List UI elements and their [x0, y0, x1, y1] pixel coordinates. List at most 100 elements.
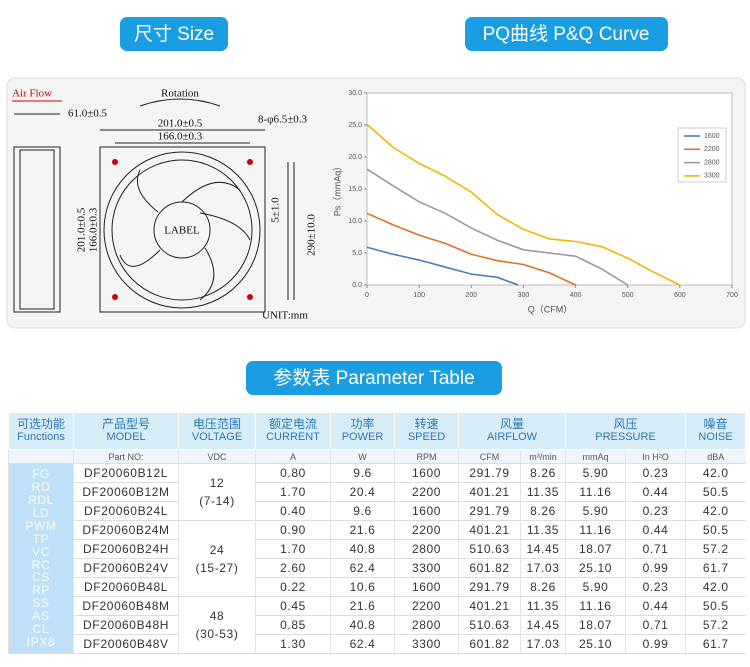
- upper: 尺寸 Size PQ曲线 P&Q Curve 参数表 Parameter Tab…: [6, 17, 746, 395]
- header-cn: 噪音: [703, 417, 728, 431]
- value-cell: 5.90: [565, 501, 626, 521]
- function: RD: [31, 480, 51, 495]
- size-heading: 尺寸 Size: [134, 23, 214, 45]
- outer-height: 201.0±0.5: [76, 207, 88, 252]
- header-en: SPEED: [407, 431, 446, 443]
- value-cell: 1.70: [255, 539, 331, 559]
- drawing: Air Flow Rotation 61.0±0.5 201.0±0.5 166…: [12, 88, 318, 322]
- header-cn: 风量: [499, 417, 524, 431]
- parameter-table: 可选功能 Functions 产品型号 MODEL 电压范围 VOLTAGE 额定电流 CUR…: [8, 412, 746, 654]
- value-cell: 0.22: [255, 577, 331, 597]
- rotation: Rotation: [161, 88, 199, 100]
- voltage-range: (15-27): [195, 560, 239, 575]
- value-cell: 14.45: [520, 615, 566, 635]
- front-ring: [111, 159, 253, 301]
- value-cell: 1600: [394, 463, 459, 483]
- voltage-cell: 12 (7-14): [178, 463, 256, 521]
- blades: [119, 169, 251, 301]
- function: IPX8: [26, 634, 56, 649]
- value-cell: 11.35: [520, 520, 566, 540]
- hole-height: 166.0±0.3: [88, 207, 100, 252]
- value-cell: 50.5: [685, 482, 746, 502]
- value-cell: 291.79: [458, 463, 521, 483]
- header-cn: 风压: [613, 417, 638, 431]
- value-cell: 18.07: [565, 615, 626, 635]
- value-cell: 0.44: [625, 482, 686, 502]
- value-cell: 11.35: [520, 482, 566, 502]
- value-cell: 601.82: [458, 558, 521, 578]
- value-cell: 5.90: [565, 463, 626, 483]
- data-row: DF20060B24M 24 (15-27) 0.90 21.6 2200 401.21 11…: [9, 520, 746, 597]
- side-view: [13, 146, 61, 313]
- subheader-cell: A: [255, 449, 331, 464]
- voltage: 48: [209, 609, 225, 623]
- header-en: PRESSURE: [595, 431, 656, 443]
- value-cell: 0.71: [625, 615, 686, 635]
- series-line: [366, 123, 681, 286]
- value-cell: 291.79: [458, 577, 521, 597]
- front-ring: [103, 151, 261, 309]
- header-cell: 转速 SPEED: [394, 412, 459, 450]
- value-cell: 510.63: [458, 539, 521, 559]
- value-cell: 510.63: [458, 615, 521, 635]
- value-cell: 0.23: [625, 463, 686, 483]
- y-axis-label: Ps（mmAq）: [332, 162, 342, 217]
- x-tick-label: 300: [518, 292, 530, 299]
- series-line: [366, 246, 519, 286]
- voltage-range: (7-14): [199, 494, 235, 508]
- value-cell: 401.21: [458, 482, 521, 502]
- hole: [112, 159, 118, 165]
- functions-cell: FG RD RDL LD PWM TP VC RC CS RP SS AS CL IPX8: [8, 463, 74, 654]
- value-cell: 0.85: [255, 615, 331, 635]
- voltage: 12: [209, 476, 225, 490]
- data-row: DF20060B48L 0.22 10.6 1600 291.79 8.26 5.90 0.2…: [9, 577, 746, 597]
- header-cn: 可选功能: [16, 417, 65, 431]
- voltage-cell: 48 (30-53): [178, 596, 256, 654]
- value-cell: 50.5: [685, 520, 746, 540]
- value-cell: 11.35: [520, 596, 566, 616]
- y-tick-label: 25.0: [348, 122, 362, 129]
- hole: [112, 294, 118, 300]
- value-cell: 0.45: [255, 596, 331, 616]
- side-view: [19, 149, 55, 310]
- value-cell: 57.2: [685, 539, 746, 559]
- header-en: VOLTAGE: [191, 431, 243, 443]
- value-cell: 2200: [394, 482, 459, 502]
- x-tick-label: 600: [674, 292, 686, 299]
- value-cell: 8.26: [520, 501, 566, 521]
- header-cn: 转速: [414, 417, 439, 431]
- model: DF20060B24M: [73, 520, 179, 540]
- header-cell: 噪音 NOISE: [685, 412, 746, 450]
- value-cell: 10.6: [330, 577, 395, 597]
- header-en: MODEL: [106, 431, 146, 443]
- function: VC: [32, 544, 50, 559]
- value-cell: 21.6: [330, 596, 395, 616]
- value-cell: 5.90: [565, 577, 626, 597]
- y-tick-label: 15.0: [348, 186, 362, 193]
- function: SS: [32, 596, 50, 611]
- value-cell: 21.6: [330, 520, 395, 540]
- value-cell: 401.21: [458, 520, 521, 540]
- value-cell: 2200: [394, 520, 459, 540]
- value-cell: 8.26: [520, 577, 566, 597]
- function: CS: [32, 570, 50, 585]
- table-heading: 参数表 Parameter Table: [273, 367, 474, 389]
- value-cell: 17.03: [520, 634, 566, 654]
- function: TP: [32, 531, 50, 546]
- subheader-blank: [8, 449, 74, 464]
- header-cell: 额定电流 CURRENT: [255, 412, 331, 450]
- header-cn: 产品型号: [101, 417, 150, 431]
- voltage: 24: [209, 542, 225, 557]
- value-cell: 2800: [394, 615, 459, 635]
- subheader-cell: VDC: [178, 449, 256, 464]
- table-pill: [246, 361, 502, 395]
- model: DF20060B24V: [73, 558, 179, 578]
- function: AS: [32, 609, 50, 624]
- subheader-cell: W: [330, 449, 395, 464]
- front-view: [99, 146, 266, 313]
- voltage-cell: 24 (15-27): [178, 520, 256, 597]
- value-cell: 40.8: [330, 539, 395, 559]
- y-tick-label: 0.0: [352, 282, 362, 289]
- value-cell: 8.26: [520, 463, 566, 483]
